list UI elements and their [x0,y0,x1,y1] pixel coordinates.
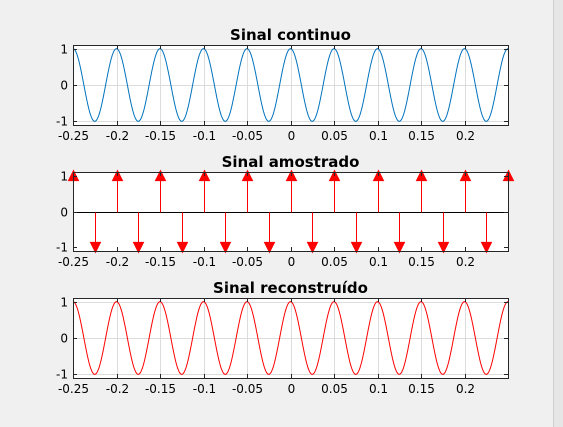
x-tick-label: -0.05 [232,382,263,396]
window-edge [553,0,563,427]
x-tick-label: -0.15 [145,129,176,143]
x-tick-label: -0.1 [193,255,216,269]
x-tick-label: 0.1 [369,382,388,396]
x-tick-label: -0.2 [106,129,129,143]
y-tick-label: 0 [60,206,68,220]
x-tick-label: -0.25 [58,255,89,269]
stem-marker [132,241,145,254]
x-tick-label: -0.1 [193,382,216,396]
y-tick-label: 1 [60,43,68,57]
x-tick-label: 0.1 [369,129,388,143]
axis-ticks: -0.25 -0.2 -0.15 -0.1 -0.05 0 0.05 0.1 0.15 0.2 -1… [56,43,508,143]
x-tick-label: 0.15 [408,129,435,143]
x-tick-label: 0.15 [408,255,435,269]
data-series [72,48,509,122]
x-tick-label: -0.25 [58,382,89,396]
x-tick-label: 0 [288,129,296,143]
y-tick-label: 0 [60,332,68,346]
stem-marker [350,241,363,254]
stem-marker [219,241,232,254]
plot-title: Sinal reconstruído [213,279,368,297]
x-tick-label: -0.15 [145,382,176,396]
data-series [72,301,509,375]
x-tick-label: -0.2 [106,255,129,269]
x-tick-label: 0.15 [408,382,435,396]
x-tick-label: 0.05 [321,129,348,143]
x-tick-label: -0.15 [145,255,176,269]
y-tick-label: 1 [60,170,68,184]
y-tick-label: -1 [56,115,68,129]
x-tick-label: -0.2 [106,382,129,396]
y-tick-label: -1 [56,241,68,255]
y-tick-label: 0 [60,79,68,93]
x-tick-label: 0.05 [321,255,348,269]
stem-marker [263,241,276,254]
stem-marker [176,241,189,254]
y-tick-label: 1 [60,296,68,310]
subplot-reconstructed: -0.25 -0.2 -0.15 -0.1 -0.05 0 0.05 0.1 0.15 0.2 -1… [56,279,509,396]
x-tick-label: 0 [288,255,296,269]
x-tick-label: -0.25 [58,129,89,143]
x-tick-label: -0.05 [232,255,263,269]
x-tick-label: 0.2 [456,382,475,396]
x-tick-label: 0.1 [369,255,388,269]
x-tick-label: -0.05 [232,129,263,143]
plot-title: Sinal amostrado [222,153,360,171]
stem-marker [437,241,450,254]
x-tick-label: 0 [288,382,296,396]
stem-marker [480,241,493,254]
plot-title: Sinal continuo [230,26,351,44]
signal-line [72,48,509,122]
stem-marker [393,241,406,254]
x-tick-label: -0.1 [193,129,216,143]
data-series [67,169,515,254]
x-tick-label: 0.05 [321,382,348,396]
stem-marker [89,241,102,254]
subplot-sampled: -0.25 -0.2 -0.15 -0.1 -0.05 0 0.05 0.1 0.15 0.2 -1… [56,153,515,269]
x-tick-label: 0.2 [456,255,475,269]
axis-ticks: -0.25 -0.2 -0.15 -0.1 -0.05 0 0.05 0.1 0.15 0.2 -1… [56,296,508,396]
y-tick-label: -1 [56,368,68,382]
signal-line [72,301,509,375]
subplot-continuous: -0.25 -0.2 -0.15 -0.1 -0.05 0 0.05 0.1 0.15 0.2 -1… [56,26,509,143]
x-tick-label: 0.2 [456,129,475,143]
axis-ticks: -0.25 -0.2 -0.15 -0.1 -0.05 0 0.05 0.1 0.15 0.2 -1… [56,170,508,269]
axes-background [73,172,508,251]
grid-lines [73,298,508,378]
grid-lines [73,45,508,125]
stem-marker [306,241,319,254]
